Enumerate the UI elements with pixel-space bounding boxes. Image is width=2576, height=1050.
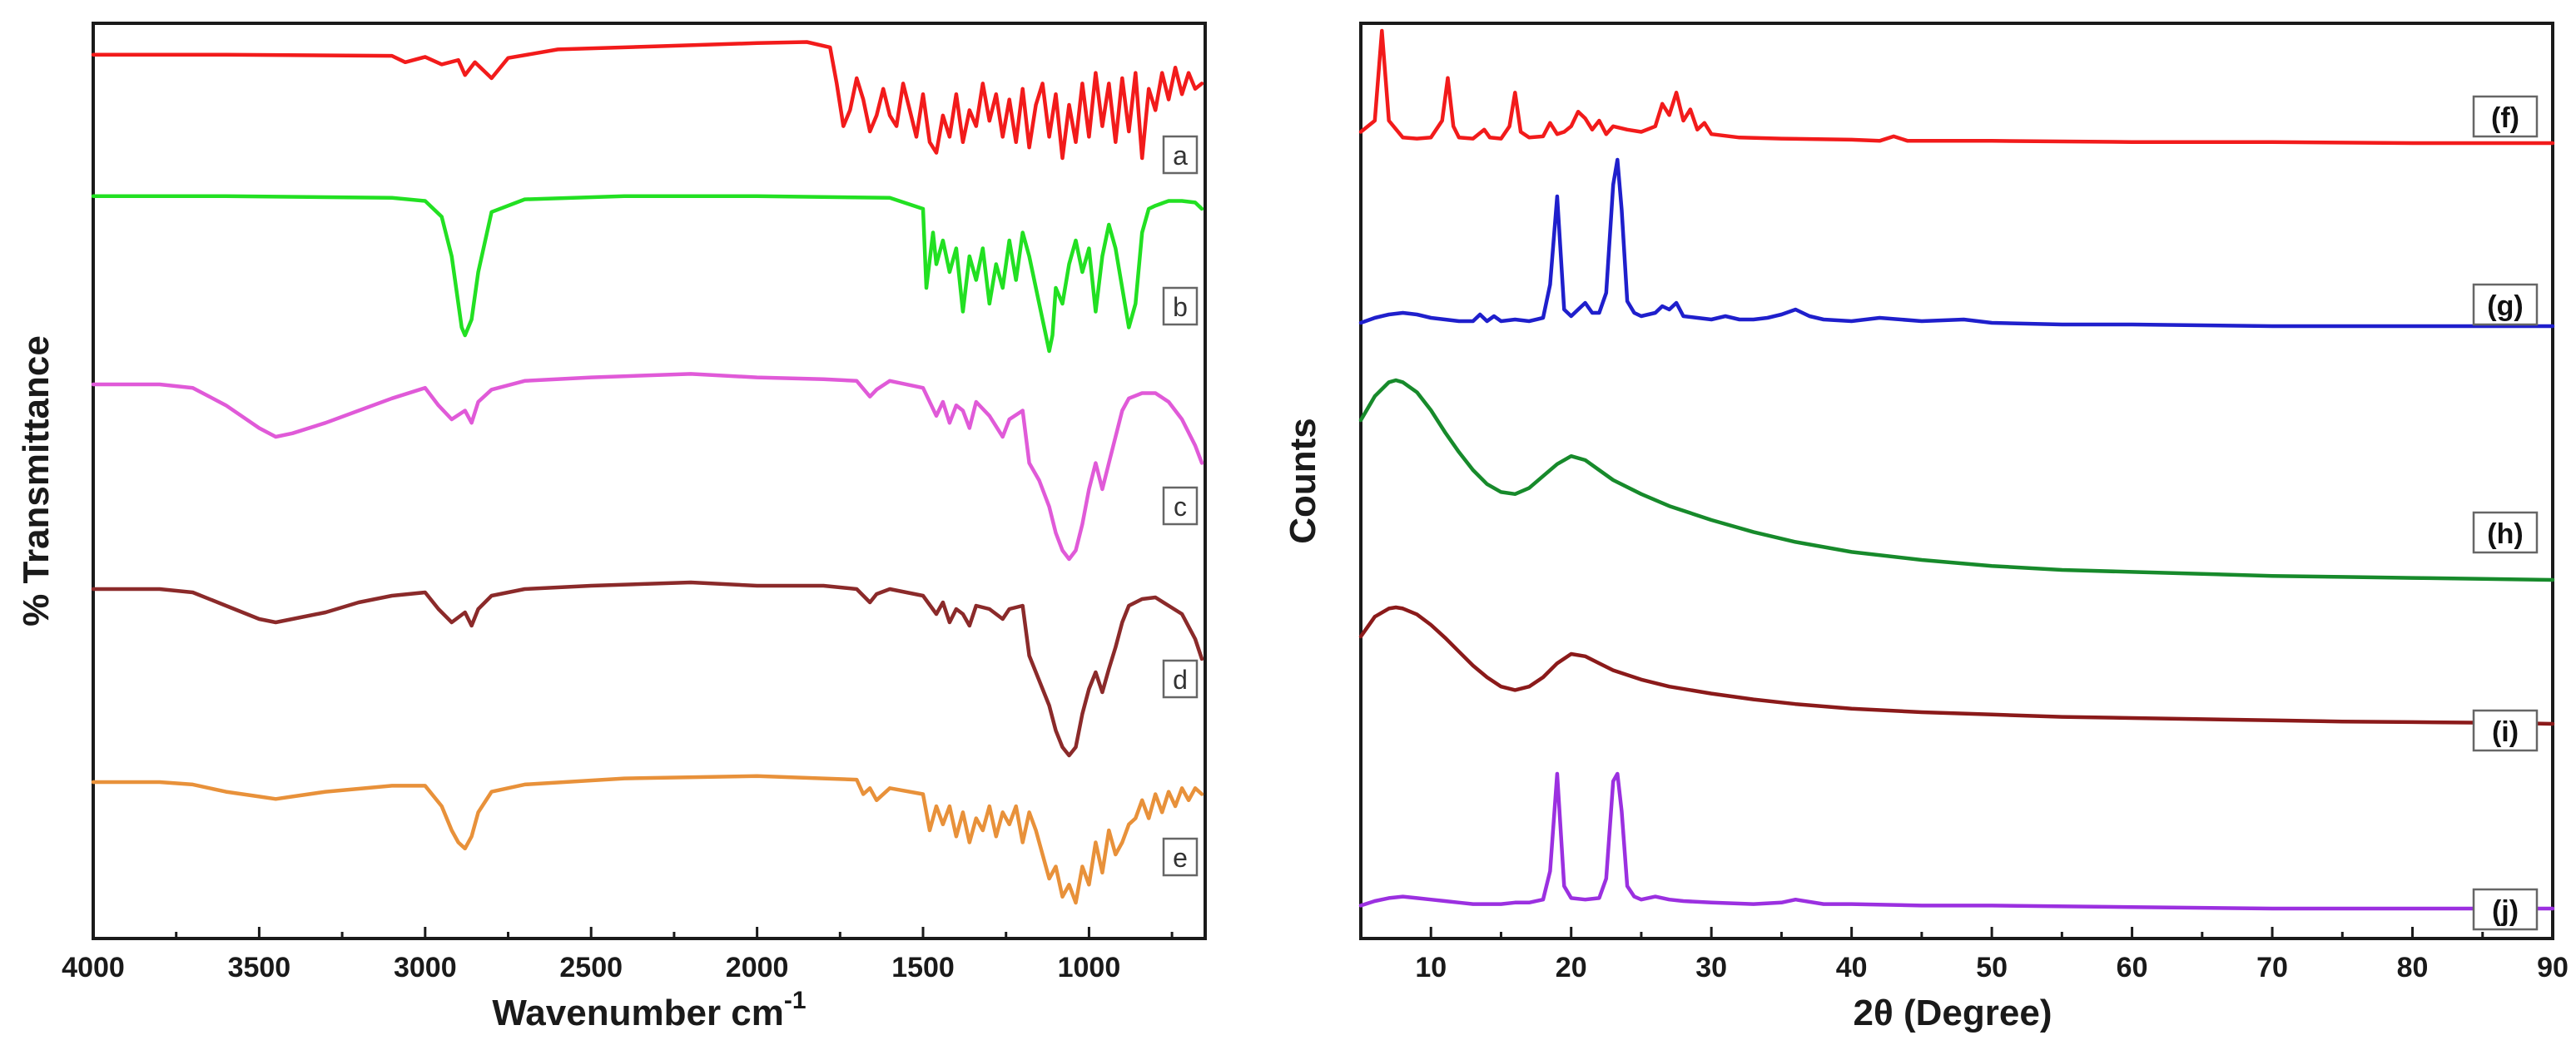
- xrd-legend-label: (j): [2492, 895, 2519, 927]
- ftir-legend-a: a: [1162, 135, 1199, 175]
- ftir-series-group: [91, 40, 1204, 905]
- xrd-x-tick-label: 70: [2256, 952, 2288, 983]
- ftir-legend-box: [1162, 135, 1199, 175]
- ftir-legend-label: c: [1174, 492, 1187, 522]
- xrd-legend-h: (h): [2472, 511, 2539, 554]
- ftir-series-e-line: [91, 774, 1204, 905]
- xrd-x-ticks: 10 20 30 40 50 60 70 80 90: [1415, 927, 2569, 983]
- ftir-legend-label: e: [1173, 843, 1188, 873]
- xrd-legend-box: [2472, 95, 2539, 138]
- xrd-legend-box: [2472, 283, 2539, 326]
- ftir-x-tick-label: 2000: [726, 952, 789, 983]
- xrd-legend-label: (i): [2492, 716, 2519, 748]
- ftir-y-axis-title: % Transmittance: [16, 335, 57, 627]
- ftir-legend-box: [1162, 286, 1199, 326]
- xrd-legend-f: (f): [2472, 95, 2539, 138]
- ftir-legend-box: [1162, 486, 1199, 526]
- xrd-x-tick-label: 30: [1695, 952, 1727, 983]
- xrd-series-j-line: [1358, 771, 2555, 911]
- xrd-legend-label: (g): [2487, 290, 2523, 322]
- xrd-legend-g: (g): [2472, 283, 2539, 326]
- xrd-series-group: [1358, 28, 2555, 911]
- ftir-legend-label: b: [1173, 292, 1188, 322]
- xrd-legend-box: [2472, 511, 2539, 554]
- ftir-legend-label: a: [1173, 141, 1188, 171]
- ftir-chart: 4000 3500 3000 2500 2000 1500 1000 a b c d e Waven…: [16, 22, 1207, 1033]
- xrd-y-axis-title: Counts: [1283, 418, 1323, 544]
- ftir-x-tick-label: 1000: [1058, 952, 1121, 983]
- xrd-legend-box: [2472, 709, 2539, 752]
- xrd-series-g-line: [1358, 157, 2555, 329]
- xrd-x-tick-label: 90: [2537, 952, 2569, 983]
- ftir-series-c-line: [91, 372, 1204, 562]
- ftir-x-axis-title: Wavenumber cm-1: [492, 987, 806, 1033]
- ftir-series-a-line: [91, 40, 1204, 161]
- xrd-legend-label: (f): [2491, 102, 2519, 134]
- xrd-x-tick-label: 20: [1556, 952, 1587, 983]
- ftir-x-tick-label: 1500: [891, 952, 955, 983]
- xrd-x-axis-title: 2θ (Degree): [1854, 993, 2052, 1033]
- ftir-series-b-line: [91, 194, 1204, 354]
- ftir-legend-e: e: [1162, 837, 1199, 877]
- ftir-x-tick-label: 3500: [228, 952, 291, 983]
- ftir-legend-box: [1162, 837, 1199, 877]
- xrd-series-i-line: [1358, 605, 2555, 726]
- xrd-series-h-line: [1358, 378, 2555, 582]
- ftir-legend-box: [1162, 659, 1199, 699]
- xrd-x-tick-label: 50: [1976, 952, 2008, 983]
- xrd-x-tick-label: 10: [1415, 952, 1447, 983]
- xrd-legend-j: (j): [2472, 888, 2539, 931]
- ftir-x-tick-label: 3000: [394, 952, 457, 983]
- ftir-legend-c: c: [1162, 486, 1199, 526]
- xrd-x-tick-label: 60: [2117, 952, 2148, 983]
- xrd-legend-group: (f) (g) (h) (i) (j): [2472, 95, 2539, 931]
- ftir-plot-frame: [92, 22, 1207, 940]
- xrd-legend-i: (i): [2472, 709, 2539, 752]
- xrd-legend-label: (h): [2487, 518, 2523, 550]
- ftir-legend-d: d: [1162, 659, 1199, 699]
- xrd-series-f-line: [1358, 28, 2555, 146]
- ftir-x-tick-label: 2500: [559, 952, 623, 983]
- ftir-x-ticks: 4000 3500 3000 2500 2000 1500 1000: [62, 927, 1174, 983]
- ftir-legend-b: b: [1162, 286, 1199, 326]
- ftir-series-d-line: [91, 580, 1204, 758]
- xrd-legend-box: [2472, 888, 2539, 931]
- xrd-x-tick-label: 40: [1836, 952, 1868, 983]
- xrd-x-tick-label: 80: [2397, 952, 2429, 983]
- xrd-chart: 10 20 30 40 50 60 70 80 90 (f) (g) (h) (i) (j) 2θ (D…: [1283, 22, 2569, 1033]
- xrd-plot-frame: [1359, 22, 2554, 940]
- ftir-legend-group: a b c d e: [1162, 135, 1199, 877]
- ftir-legend-label: d: [1173, 665, 1188, 695]
- ftir-x-tick-label: 4000: [62, 952, 125, 983]
